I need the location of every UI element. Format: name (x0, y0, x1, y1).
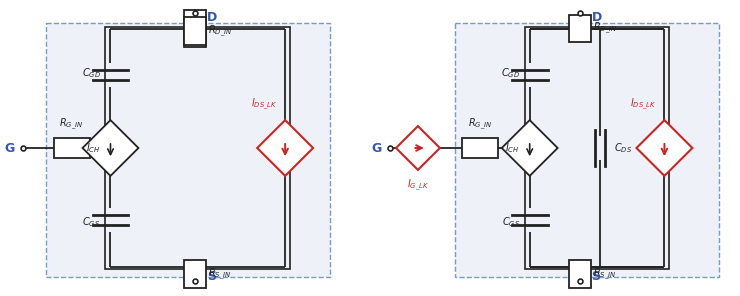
Polygon shape (396, 126, 440, 170)
Bar (184, 10, 206, 47)
Text: S: S (591, 270, 601, 283)
Polygon shape (636, 120, 693, 176)
Bar (568, 260, 591, 288)
Bar (184, 260, 206, 288)
Text: $C_{DS}$: $C_{DS}$ (613, 141, 632, 155)
Text: $C_{GS}$: $C_{GS}$ (82, 215, 101, 229)
Text: D: D (591, 11, 602, 24)
Text: $R_{G\_IN}$: $R_{G\_IN}$ (59, 117, 84, 132)
Text: $I_{CH}$: $I_{CH}$ (505, 141, 519, 155)
Text: $R_{D\_IN}$: $R_{D\_IN}$ (208, 23, 232, 39)
Text: $C_{GD}$: $C_{GD}$ (81, 66, 101, 80)
Text: $I_{G\_LK}$: $I_{G\_LK}$ (407, 178, 429, 193)
Text: D: D (207, 11, 218, 24)
Bar (525, 27, 670, 269)
Bar (568, 15, 591, 43)
Text: G: G (4, 141, 15, 155)
Text: $R_{D\_IN}$: $R_{D\_IN}$ (593, 21, 617, 36)
Text: $R_{G\_IN}$: $R_{G\_IN}$ (468, 117, 492, 132)
Bar (455, 22, 719, 277)
Text: S: S (207, 270, 216, 283)
Bar (46, 22, 330, 277)
Polygon shape (502, 120, 558, 176)
Bar (53, 138, 90, 158)
Text: $I_{DS\_LK}$: $I_{DS\_LK}$ (251, 97, 278, 112)
Bar (462, 138, 498, 158)
Text: G: G (371, 141, 382, 155)
Bar (106, 27, 290, 269)
Text: $R_{S\_IN}$: $R_{S\_IN}$ (593, 267, 616, 282)
Text: $C_{GS}$: $C_{GS}$ (502, 215, 519, 229)
Polygon shape (258, 120, 313, 176)
Polygon shape (83, 120, 138, 176)
Bar (184, 17, 206, 45)
Text: $I_{CH}$: $I_{CH}$ (86, 141, 101, 155)
Text: $R_{S\_IN}$: $R_{S\_IN}$ (208, 267, 232, 282)
Text: $C_{GD}$: $C_{GD}$ (501, 66, 519, 80)
Text: $I_{DS\_LK}$: $I_{DS\_LK}$ (630, 97, 656, 112)
